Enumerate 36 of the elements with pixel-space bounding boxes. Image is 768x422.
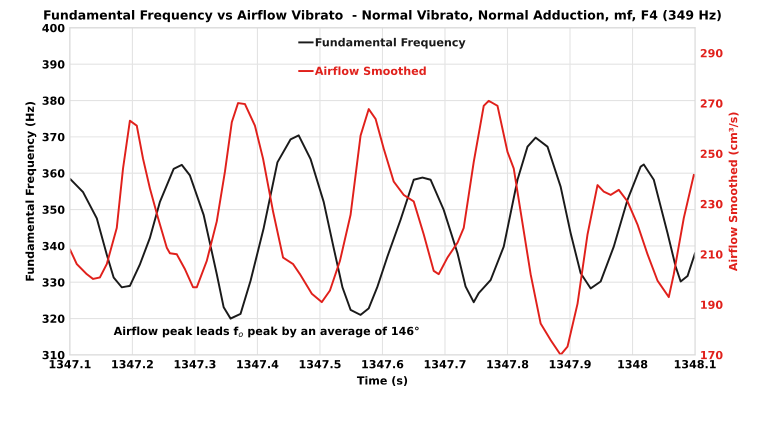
x-tick-label: 1347.9 bbox=[550, 360, 591, 368]
y2-tick-label: 270 bbox=[700, 99, 723, 108]
x-tick-label: 1347.1 bbox=[50, 360, 91, 368]
x-tick-label: 1347.4 bbox=[237, 360, 278, 368]
y-tick-label: 340 bbox=[42, 242, 64, 250]
line-series bbox=[70, 134, 696, 320]
y2-tick-label: 190 bbox=[701, 300, 723, 309]
y2-tick-label: 290 bbox=[700, 48, 723, 58]
x-tick-label: 1347.2 bbox=[112, 360, 153, 368]
y-tick-label: 310 bbox=[42, 350, 64, 360]
x-tick-label: 1348 bbox=[618, 360, 648, 368]
x-tick-label: 1347.3 bbox=[174, 360, 216, 368]
y-tick-label: 400 bbox=[42, 24, 64, 32]
x-tick-label: 1347.6 bbox=[362, 360, 404, 368]
y-axis-title: Fundamental Frequency (Hz) bbox=[25, 102, 36, 281]
y-tick-label: 380 bbox=[42, 96, 64, 105]
y-tick-label: 360 bbox=[42, 169, 64, 178]
y-tick-label: 370 bbox=[42, 132, 64, 142]
y-tick-label: 330 bbox=[42, 278, 64, 287]
x-tick-label: 1347.8 bbox=[487, 360, 528, 368]
y-tick-label: 350 bbox=[42, 206, 64, 214]
y2-tick-label: 250 bbox=[700, 150, 723, 158]
y2-tick-label: 230 bbox=[700, 200, 723, 208]
legend-label: Airflow Smoothed bbox=[314, 66, 426, 76]
y2-tick-label: 170 bbox=[701, 350, 723, 360]
y-tick-label: 390 bbox=[42, 60, 64, 69]
x-axis-title: Time (s) bbox=[356, 376, 408, 386]
chart-title: Fundamental Frequency vs Airflow Vibrato - Normal Vibrato, Normal Adduction, mf, F4 (349 Hz) bbox=[44, 10, 721, 22]
y2-tick-label: 210 bbox=[700, 250, 723, 259]
x-tick-label: 1347.5 bbox=[300, 360, 341, 368]
x-tick-label: 1348.1 bbox=[674, 360, 716, 368]
y-tick-label: 320 bbox=[42, 314, 64, 323]
annotation: Airflow peak leads f$_{o}$ peak by an average of 146° bbox=[114, 326, 419, 338]
legend-label: Fundamental Frequency bbox=[316, 38, 466, 49]
x-tick-label: 1347.7 bbox=[424, 360, 466, 368]
y2-axis-title: Airflow Smoothed (cm³/s) bbox=[728, 112, 739, 272]
